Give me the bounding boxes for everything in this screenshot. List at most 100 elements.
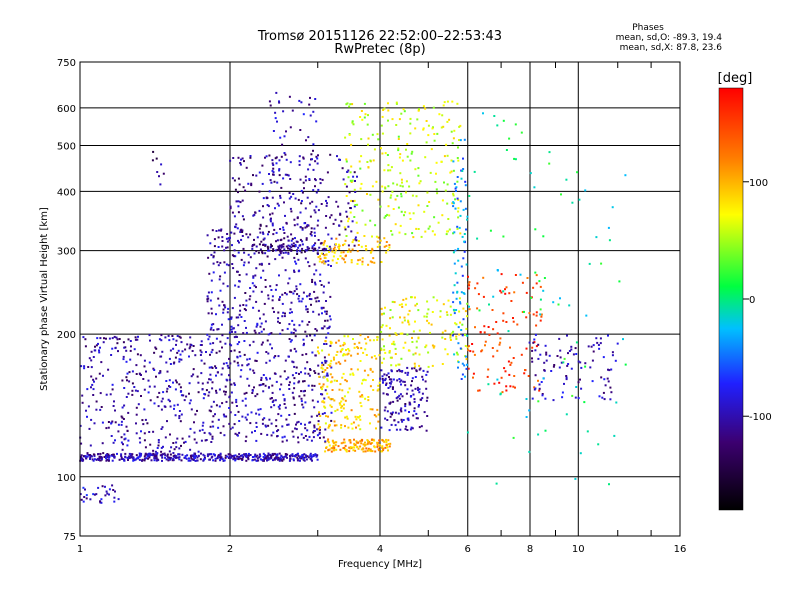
data-point <box>239 201 242 204</box>
data-point <box>275 380 278 383</box>
data-point <box>168 339 171 342</box>
data-point <box>284 269 287 272</box>
data-point <box>552 301 555 304</box>
data-point <box>375 180 378 183</box>
data-point <box>392 208 395 210</box>
data-point <box>321 327 324 330</box>
data-point <box>411 389 414 392</box>
data-point <box>371 185 374 188</box>
data-point <box>253 238 255 241</box>
data-point <box>338 246 340 249</box>
data-point <box>82 336 85 339</box>
data-point <box>452 160 455 163</box>
data-point <box>349 207 352 209</box>
data-point <box>409 395 412 398</box>
data-point <box>226 285 229 288</box>
data-point <box>211 367 214 369</box>
data-point <box>260 262 263 265</box>
data-point <box>221 346 223 349</box>
data-point <box>534 333 537 336</box>
data-point <box>309 202 312 205</box>
data-point <box>454 198 457 201</box>
data-point <box>391 190 394 193</box>
data-point <box>210 441 213 443</box>
data-point <box>411 232 414 235</box>
data-point <box>263 417 266 420</box>
data-point <box>212 459 215 462</box>
data-point <box>239 231 242 233</box>
data-point <box>354 204 357 206</box>
data-point <box>344 183 347 186</box>
data-point <box>87 454 90 457</box>
data-point <box>355 426 357 429</box>
data-point <box>395 102 398 105</box>
data-point <box>304 207 307 210</box>
data-point <box>589 366 592 369</box>
y-tick-label: 600 <box>57 104 76 115</box>
data-point <box>105 490 108 493</box>
data-point <box>273 452 276 455</box>
data-point <box>300 200 303 202</box>
data-point <box>377 420 380 423</box>
data-point <box>215 404 218 407</box>
data-point <box>256 324 259 326</box>
data-point <box>203 454 206 457</box>
data-point <box>275 156 278 159</box>
phase-info-heading: Phases <box>632 23 664 33</box>
data-point <box>347 176 350 179</box>
data-point <box>99 501 102 504</box>
data-point <box>407 371 410 374</box>
data-point <box>344 416 347 419</box>
data-point <box>406 417 409 420</box>
data-point <box>317 239 320 241</box>
data-point <box>248 357 251 360</box>
data-point <box>202 453 205 456</box>
data-point <box>266 454 269 457</box>
data-point <box>305 456 308 458</box>
data-point <box>356 203 359 206</box>
data-point <box>328 444 331 447</box>
data-point <box>397 363 400 366</box>
data-point <box>148 361 151 364</box>
data-point <box>461 170 464 172</box>
data-point <box>302 344 305 347</box>
data-point <box>274 111 277 114</box>
data-point <box>337 339 340 342</box>
data-point <box>444 348 447 351</box>
data-point <box>172 459 175 462</box>
data-point <box>350 261 353 264</box>
data-point <box>402 419 405 421</box>
data-point <box>326 319 329 322</box>
data-point <box>367 447 370 450</box>
data-point <box>256 454 259 457</box>
data-point <box>138 437 141 440</box>
data-point <box>162 391 165 394</box>
data-point <box>298 269 301 272</box>
data-point <box>318 246 321 249</box>
data-point <box>280 238 283 241</box>
data-point <box>200 439 203 442</box>
data-point <box>369 193 372 196</box>
data-point <box>338 247 341 250</box>
data-point <box>302 457 305 460</box>
data-point <box>418 182 421 185</box>
data-point <box>153 459 156 462</box>
data-point <box>324 319 327 322</box>
data-point <box>362 443 365 446</box>
data-point <box>327 441 330 444</box>
data-point <box>262 216 265 219</box>
data-point <box>417 389 420 391</box>
data-point <box>336 408 339 411</box>
data-point <box>384 406 387 409</box>
data-point <box>197 454 200 457</box>
data-point <box>425 429 428 432</box>
data-point <box>209 410 212 413</box>
data-point <box>222 308 225 311</box>
data-point <box>253 243 256 246</box>
data-point <box>450 159 453 162</box>
data-point <box>452 232 455 235</box>
data-point <box>332 440 334 443</box>
data-point <box>400 303 403 306</box>
data-point <box>315 329 318 332</box>
data-point <box>293 271 296 273</box>
